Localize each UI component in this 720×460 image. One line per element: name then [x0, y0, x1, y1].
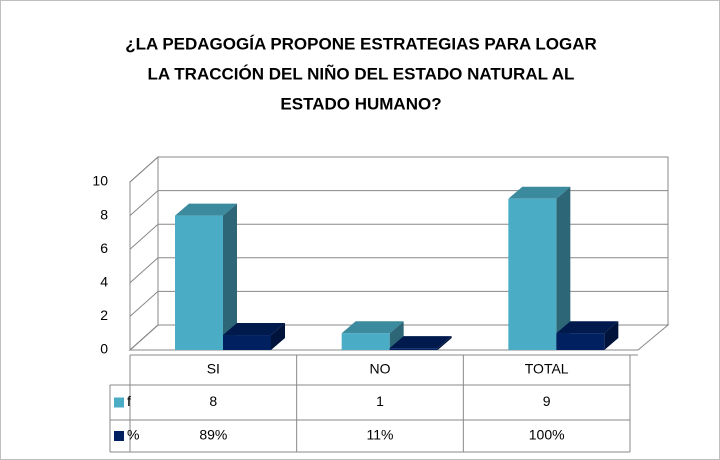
bar-side: [389, 321, 404, 350]
grid-line: [129, 257, 668, 284]
legend-key: [114, 397, 124, 408]
y-tick-label: 8: [100, 206, 108, 222]
bar: [389, 336, 452, 350]
bar-side: [271, 323, 285, 350]
y-tick-label: 10: [92, 173, 108, 189]
bar-side: [437, 336, 452, 350]
table-cell: 11%: [367, 427, 394, 443]
grid-line: [129, 324, 668, 351]
table-cell: 100%: [529, 427, 565, 443]
y-tick-label: 6: [100, 240, 108, 256]
y-tick-label: 2: [100, 307, 108, 323]
bar-top: [175, 203, 237, 216]
grid-line: [129, 190, 668, 216]
bar-top: [223, 323, 285, 336]
table-cell: 8: [209, 393, 217, 409]
bar: [341, 321, 404, 350]
x-tick-label: SI: [207, 361, 220, 377]
bar-top: [508, 186, 571, 199]
bar-front: [341, 333, 390, 350]
bar-front: [389, 348, 438, 350]
bar-front: [508, 198, 557, 350]
chart-title: LA TRACCIÓN DEL NIÑO DEL ESTADO NATURAL …: [148, 63, 575, 83]
y-tick-label: 4: [100, 274, 108, 290]
grid-line: [129, 290, 668, 317]
legend-label: %: [127, 427, 139, 443]
bar-top: [341, 321, 404, 334]
bar-front: [175, 215, 223, 350]
bar: [223, 323, 285, 350]
table-cell: 9: [543, 393, 551, 409]
bar-top: [389, 336, 452, 349]
bar: [175, 203, 237, 350]
bar-top: [556, 321, 619, 334]
bar-side: [604, 321, 619, 350]
grid-line: [129, 223, 668, 250]
bar: [508, 186, 571, 350]
bar-side: [223, 203, 237, 350]
table-cell: 89%: [199, 427, 227, 443]
bar-front: [556, 333, 605, 350]
y-tick-label: 0: [100, 341, 108, 357]
bar: [556, 321, 619, 350]
bar-front: [223, 335, 271, 350]
x-tick-label: NO: [370, 361, 391, 377]
legend-key: [114, 431, 124, 441]
grid-line: [129, 156, 668, 183]
legend-label: f: [127, 393, 131, 409]
table-cell: 1: [376, 393, 384, 409]
x-tick-label: TOTAL: [525, 361, 569, 377]
bar-side: [556, 186, 571, 350]
chart-title: ESTADO HUMANO?: [280, 94, 441, 113]
chart-title: ¿LA PEDAGOGÍA PROPONE ESTRATEGIAS PARA L…: [125, 34, 597, 53]
